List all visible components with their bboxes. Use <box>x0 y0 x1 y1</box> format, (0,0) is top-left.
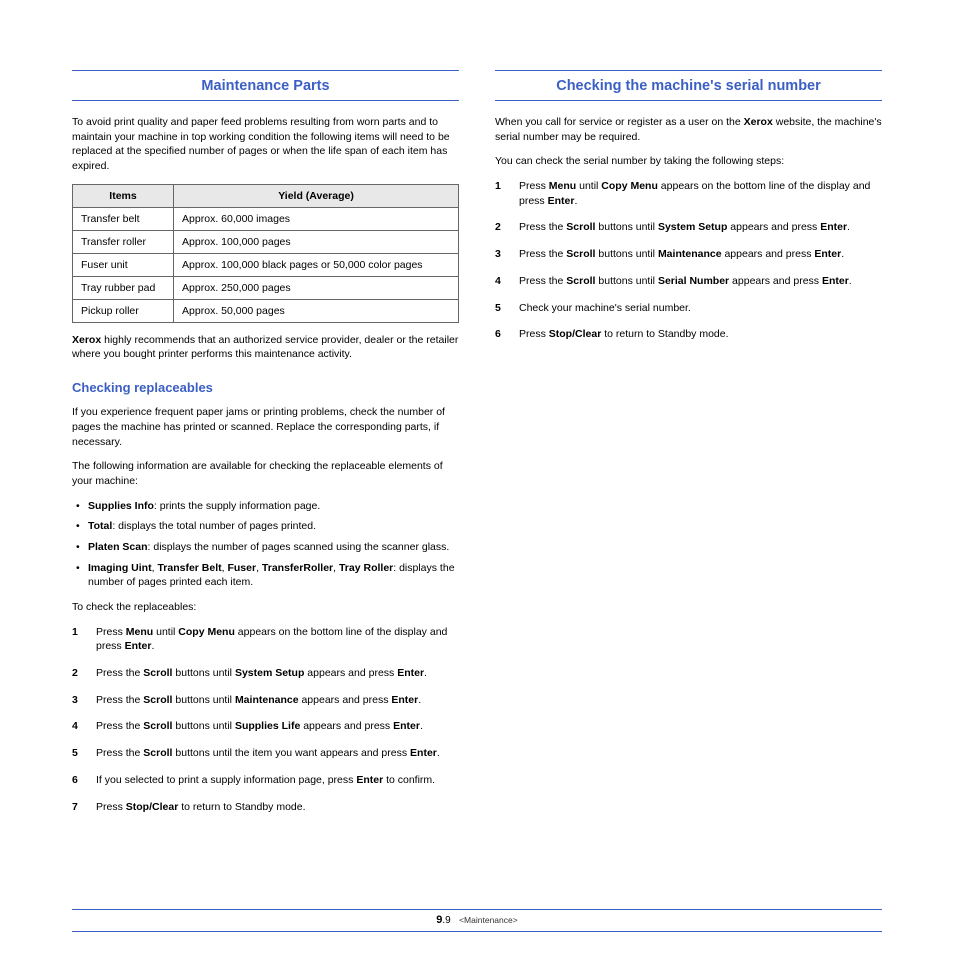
table-cell: Transfer roller <box>73 230 174 253</box>
step-item: Press the Scroll buttons until the item … <box>72 746 459 761</box>
step-item: Press the Scroll buttons until Maintenan… <box>72 693 459 708</box>
serial-steps: Press Menu until Copy Menu appears on th… <box>495 179 882 342</box>
list-item: Supplies Info: prints the supply informa… <box>72 499 459 514</box>
table-row: Transfer rollerApprox. 100,000 pages <box>73 230 459 253</box>
table-row: Fuser unitApprox. 100,000 black pages or… <box>73 253 459 276</box>
footer-page: .9 <box>442 915 450 926</box>
page-footer: 9.9 <Maintenance> <box>72 909 882 932</box>
table-cell: Approx. 60,000 images <box>174 207 459 230</box>
step-item: Press the Scroll buttons until System Se… <box>495 220 882 235</box>
table-body: Transfer beltApprox. 60,000 imagesTransf… <box>73 207 459 322</box>
section-title-maintenance-parts: Maintenance Parts <box>72 70 459 101</box>
step-item: Press Stop/Clear to return to Standby mo… <box>72 800 459 815</box>
table-cell: Fuser unit <box>73 253 174 276</box>
table-row: Tray rubber padApprox. 250,000 pages <box>73 276 459 299</box>
xerox-note: Xerox highly recommends that an authoriz… <box>72 333 459 362</box>
list-item: Imaging Uint, Transfer Belt, Fuser, Tran… <box>72 561 459 590</box>
replaceables-p2: The following information are available … <box>72 459 459 488</box>
intro-para: To avoid print quality and paper feed pr… <box>72 115 459 174</box>
table-cell: Approx. 50,000 pages <box>174 299 459 322</box>
table-cell: Approx. 100,000 black pages or 50,000 co… <box>174 253 459 276</box>
table-header-items: Items <box>73 184 174 207</box>
maintenance-parts-table: Items Yield (Average) Transfer beltAppro… <box>72 184 459 323</box>
table-cell: Transfer belt <box>73 207 174 230</box>
table-cell: Approx. 250,000 pages <box>174 276 459 299</box>
right-column: Checking the machine's serial number Whe… <box>495 70 882 826</box>
table-cell: Pickup roller <box>73 299 174 322</box>
table-row: Transfer beltApprox. 60,000 images <box>73 207 459 230</box>
replaceables-steps: Press Menu until Copy Menu appears on th… <box>72 625 459 815</box>
step-item: Press Stop/Clear to return to Standby mo… <box>495 327 882 342</box>
table-cell: Approx. 100,000 pages <box>174 230 459 253</box>
list-item: Total: displays the total number of page… <box>72 519 459 534</box>
table-row: Pickup rollerApprox. 50,000 pages <box>73 299 459 322</box>
footer-label: <Maintenance> <box>459 915 518 925</box>
section-title-serial: Checking the machine's serial number <box>495 70 882 101</box>
step-item: Press the Scroll buttons until Maintenan… <box>495 247 882 262</box>
table-cell: Tray rubber pad <box>73 276 174 299</box>
table-header-yield: Yield (Average) <box>174 184 459 207</box>
list-item: Platen Scan: displays the number of page… <box>72 540 459 555</box>
step-item: If you selected to print a supply inform… <box>72 773 459 788</box>
step-item: Press Menu until Copy Menu appears on th… <box>72 625 459 654</box>
step-item: Press the Scroll buttons until Supplies … <box>72 719 459 734</box>
left-column: Maintenance Parts To avoid print quality… <box>72 70 459 826</box>
replaceables-bullets: Supplies Info: prints the supply informa… <box>72 499 459 590</box>
replaceables-p1: If you experience frequent paper jams or… <box>72 405 459 449</box>
subsection-title-replaceables: Checking replaceables <box>72 380 459 395</box>
step-item: Press Menu until Copy Menu appears on th… <box>495 179 882 208</box>
replaceables-p3: To check the replaceables: <box>72 600 459 615</box>
step-item: Press the Scroll buttons until Serial Nu… <box>495 274 882 289</box>
step-item: Press the Scroll buttons until System Se… <box>72 666 459 681</box>
step-item: Check your machine's serial number. <box>495 301 882 316</box>
serial-p2: You can check the serial number by takin… <box>495 154 882 169</box>
serial-p1: When you call for service or register as… <box>495 115 882 144</box>
